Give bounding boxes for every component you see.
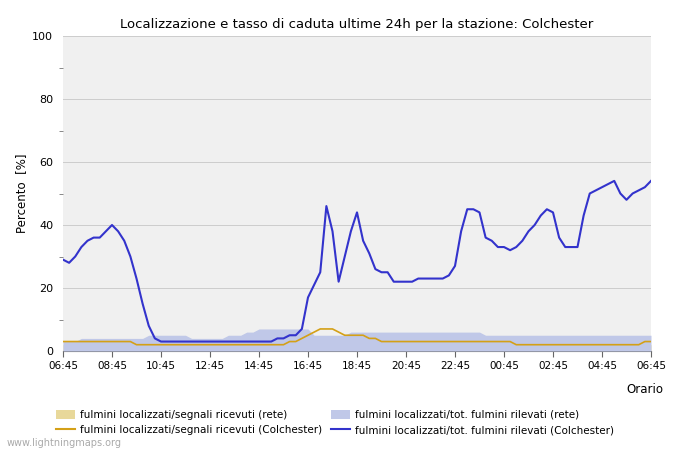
Title: Localizzazione e tasso di caduta ultime 24h per la stazione: Colchester: Localizzazione e tasso di caduta ultime … bbox=[120, 18, 594, 31]
Legend: fulmini localizzati/segnali ricevuti (rete), fulmini localizzati/segnali ricevut: fulmini localizzati/segnali ricevuti (re… bbox=[57, 410, 614, 436]
Text: www.lightningmaps.org: www.lightningmaps.org bbox=[7, 438, 122, 448]
Text: Orario: Orario bbox=[626, 383, 664, 396]
Y-axis label: Percento  [%]: Percento [%] bbox=[15, 154, 28, 233]
